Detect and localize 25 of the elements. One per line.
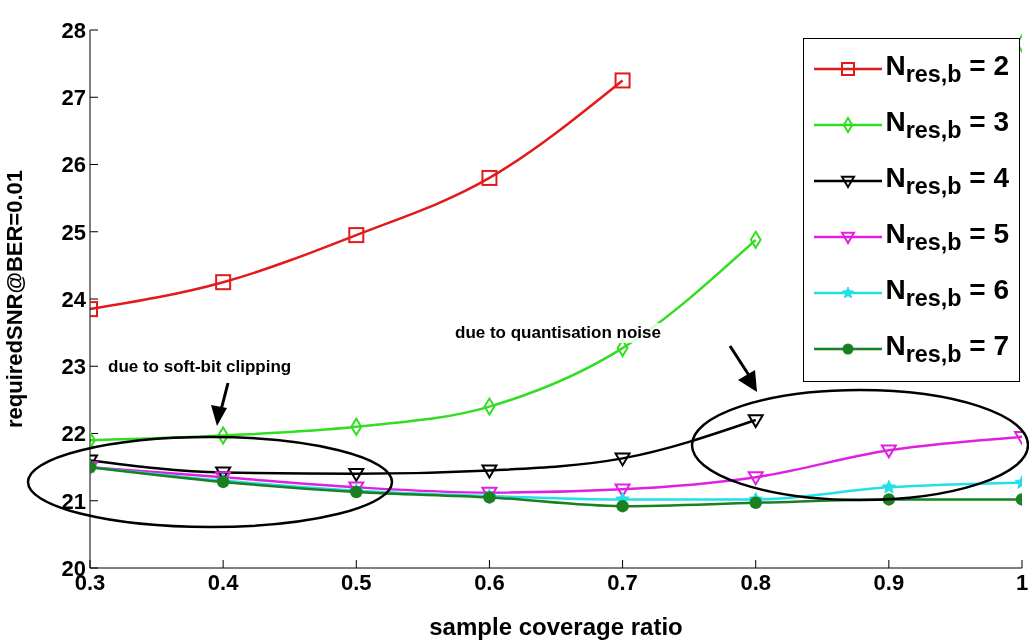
x-tick-label: 0.8	[740, 569, 772, 595]
x-axis-title: sample coverage ratio	[429, 613, 683, 640]
legend-label: N$_{res,b}$ = 7	[885, 330, 1009, 367]
legend-label: N$_{res,b}$ = 2	[885, 50, 1009, 87]
legend-label: N$_{res,b}$ = 4	[885, 162, 1009, 199]
y-tick-label: 27	[61, 85, 86, 111]
annotation: due to soft-bit clipping	[108, 357, 292, 377]
y-axis-title: requiredSNR@BER=0.01	[1, 169, 27, 429]
y-tick-label: 24	[61, 286, 87, 312]
x-tick-label: 0.6	[474, 569, 505, 595]
annotation: due to quantisation noise	[455, 323, 661, 343]
legend-label: N$_{res,b}$ = 3	[885, 106, 1009, 143]
y-tick-label: 26	[61, 152, 86, 178]
y-tick-label: 21	[61, 488, 86, 514]
legend-label: N$_{res,b}$ = 5	[885, 218, 1009, 255]
x-tick-label: 0.5	[340, 569, 372, 595]
y-tick-label: 23	[61, 354, 86, 380]
x-tick-label: 1	[1015, 569, 1029, 595]
legend-label: N$_{res,b}$ = 6	[885, 274, 1009, 311]
x-tick-label: 0.4	[207, 569, 240, 595]
y-tick-label: 22	[61, 421, 86, 447]
x-tick-label: 0.9	[873, 569, 905, 595]
x-tick-label: 0.7	[607, 569, 638, 595]
y-tick-label: 28	[61, 17, 86, 43]
y-tick-label: 25	[61, 219, 86, 245]
